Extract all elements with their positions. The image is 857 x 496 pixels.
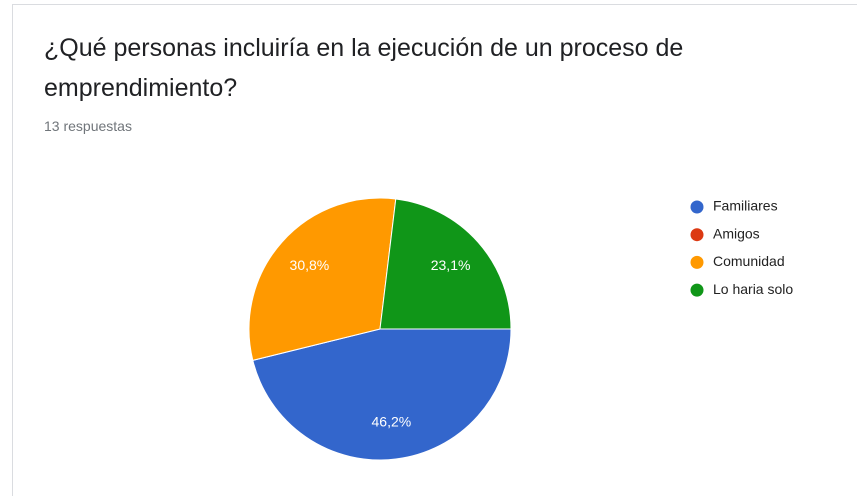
legend-label: Familiares — [713, 198, 778, 214]
chart-subtitle: 13 respuestas — [44, 118, 132, 134]
legend-label: Amigos — [713, 225, 760, 241]
card — [12, 4, 857, 496]
pie-slice — [248, 197, 397, 361]
pie-slice — [379, 198, 512, 330]
legend-marker — [690, 228, 704, 242]
pie-slice — [252, 328, 512, 461]
slice-label: 30,8% — [290, 257, 330, 273]
legend-label: Comunidad — [713, 253, 785, 269]
legend-marker — [690, 283, 704, 297]
chart-title: ¿Qué personas incluiría en la ejecución … — [44, 34, 684, 102]
slice-label: 46,2% — [372, 413, 412, 429]
legend-label: Lo haria solo — [713, 281, 793, 297]
legend-marker — [690, 255, 704, 269]
slice-label: 23,1% — [431, 257, 471, 273]
legend-marker — [690, 200, 704, 214]
